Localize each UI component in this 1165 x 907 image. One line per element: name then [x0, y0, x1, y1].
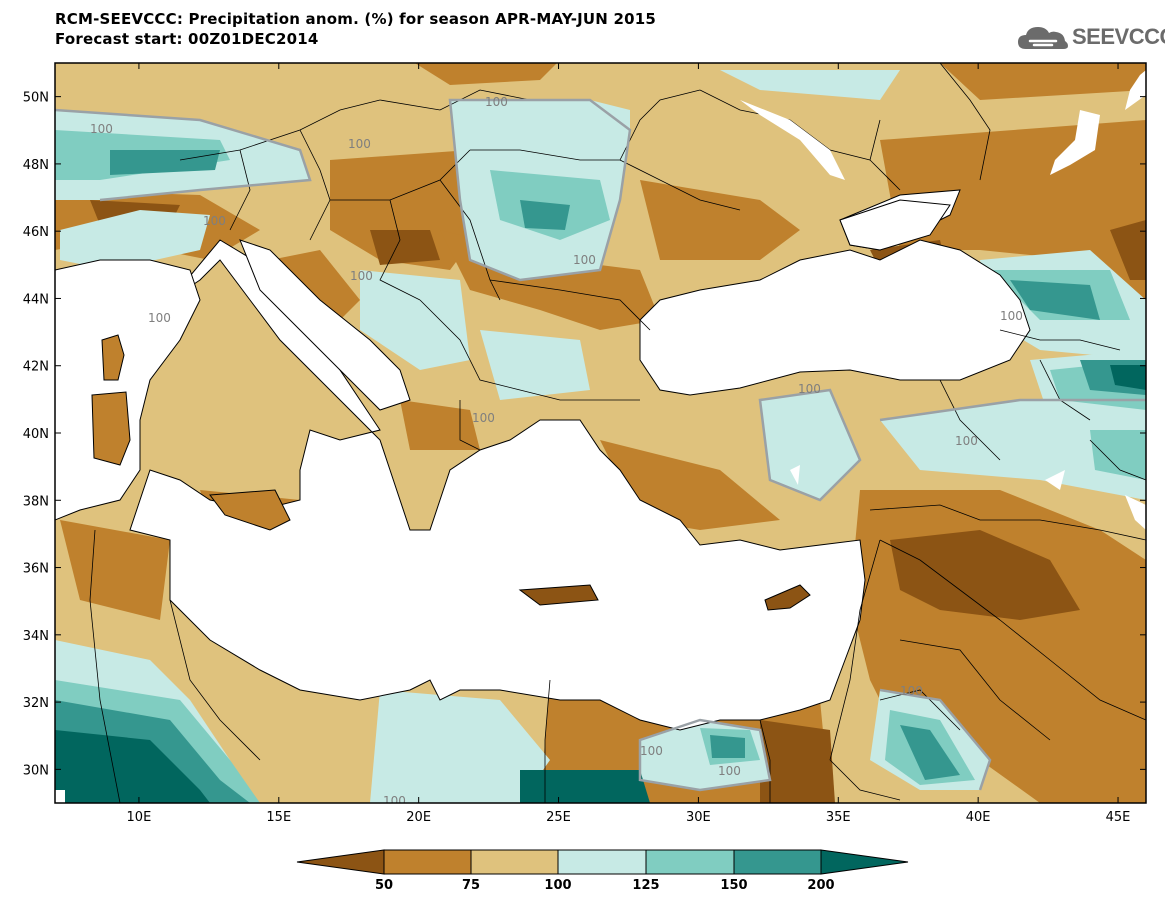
lat-tick-label: 50N	[23, 91, 49, 106]
longitude-axis: 10E 15E 20E 25E 30E 35E 40E 45E	[127, 63, 1131, 825]
lon-tick-label: 20E	[406, 810, 431, 825]
lon-tick-label: 40E	[966, 810, 991, 825]
lon-tick-label: 15E	[266, 810, 291, 825]
contour-labels: 100 100 100 100 100 100 100 100 100 100 …	[90, 95, 1023, 808]
sardinia	[91, 391, 131, 466]
colorbar-segment-75-100	[470, 849, 559, 875]
crimea	[839, 199, 951, 251]
colorbar-segment-lt50	[296, 849, 385, 875]
contour-label: 100	[350, 269, 373, 283]
sicily	[209, 489, 291, 531]
lon-tick-label: 30E	[686, 810, 711, 825]
colorbar-label: 200	[807, 878, 834, 893]
country-borders	[89, 63, 1146, 803]
lat-tick-label: 32N	[23, 696, 49, 711]
contour-100-line	[55, 98, 1146, 792]
contour-label: 100	[90, 122, 113, 136]
colorbar-label: 125	[632, 878, 659, 893]
colorbar-segment-125-150	[645, 849, 735, 875]
contour-label: 100	[348, 137, 371, 151]
contour-label: 100	[1000, 309, 1023, 323]
latitude-axis: 50N 48N 46N 44N 42N 40N 38N 36N 34N 32N 30N	[23, 91, 1146, 778]
cyprus	[764, 584, 811, 611]
map-field: 100 100 100 100 100 100 100 100 100 100 …	[55, 63, 1146, 808]
colorbar-label: 75	[462, 878, 480, 893]
colorbar-segment-150-200	[733, 849, 822, 875]
contour-label: 100	[485, 95, 508, 109]
colorbar-label: 100	[544, 878, 571, 893]
lat-tick-label: 46N	[23, 225, 49, 240]
colorbar-label: 50	[375, 878, 393, 893]
sea-areas	[55, 189, 1031, 731]
contour-label: 100	[798, 382, 821, 396]
colorbar-segment-50-75	[383, 849, 472, 875]
anomaly-regions-gt200	[55, 365, 1146, 803]
black-sea	[639, 239, 1031, 396]
lon-tick-label: 25E	[546, 810, 571, 825]
islands	[91, 199, 951, 611]
lat-tick-label: 36N	[23, 562, 49, 577]
contour-label: 100	[203, 214, 226, 228]
no-data-patches	[55, 70, 1146, 803]
lat-tick-label: 42N	[23, 360, 49, 375]
lat-tick-label: 30N	[23, 763, 49, 778]
lon-tick-label: 45E	[1106, 810, 1131, 825]
colorbar-segment-gt200	[820, 849, 909, 875]
map-title: RCM-SEEVCCC: Precipitation anom. (%) for…	[55, 10, 657, 28]
contour-label: 100	[148, 311, 171, 325]
lon-tick-label: 35E	[826, 810, 851, 825]
contour-label: 100	[472, 411, 495, 425]
crete	[518, 584, 599, 606]
lat-tick-label: 48N	[23, 158, 49, 173]
colorbar-label: 150	[720, 878, 747, 893]
contour-label: 100	[900, 684, 923, 698]
western-mediterranean	[55, 259, 201, 521]
contour-label: 100	[718, 764, 741, 778]
colorbar-segment-100-125	[557, 849, 647, 875]
logo-text: SEEVCCC	[1072, 24, 1165, 49]
adriatic-sea	[239, 239, 411, 411]
lat-tick-label: 34N	[23, 629, 49, 644]
lat-tick-label: 38N	[23, 494, 49, 509]
colorbar: 50 75 100 125 150 200	[296, 849, 909, 893]
lon-tick-label: 10E	[127, 810, 152, 825]
seevccc-logo: SEEVCCC	[1016, 20, 1165, 56]
lat-tick-label: 40N	[23, 427, 49, 442]
contour-label: 100	[383, 794, 406, 808]
forecast-start-label: Forecast start: 00Z01DEC2014	[55, 30, 319, 48]
cloud-logo-icon	[1018, 27, 1068, 49]
contour-label: 100	[573, 253, 596, 267]
lat-tick-label: 44N	[23, 292, 49, 307]
contour-label: 100	[640, 744, 663, 758]
contour-label: 100	[955, 434, 978, 448]
corsica	[101, 334, 125, 381]
